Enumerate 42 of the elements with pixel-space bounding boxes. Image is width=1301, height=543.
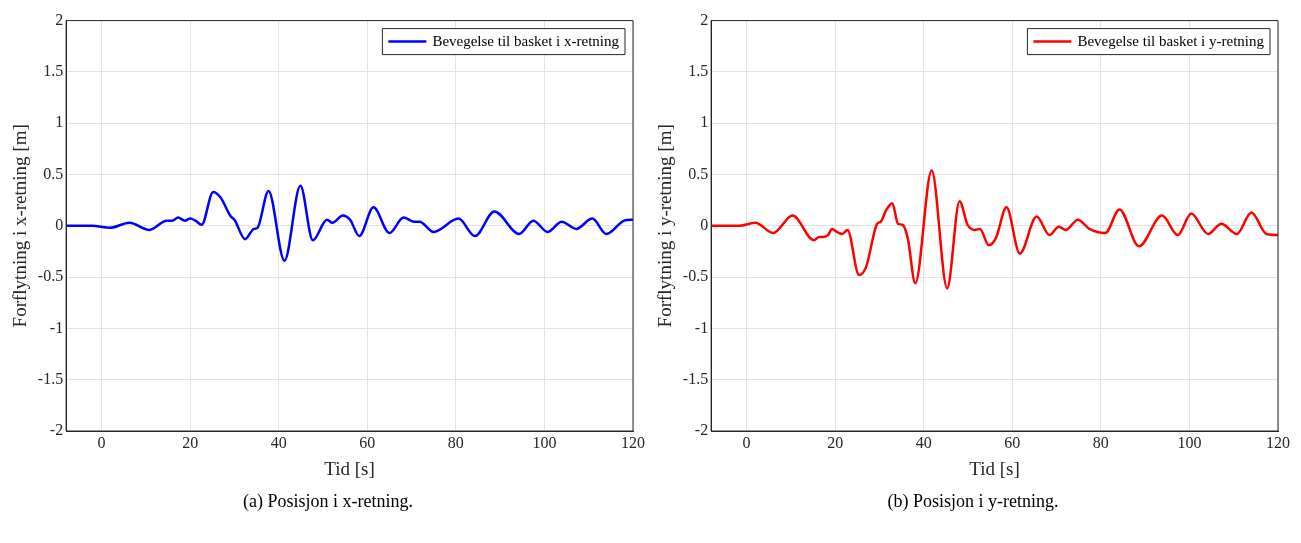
y-tick-label: -0.5: [682, 267, 709, 285]
x-tick-label: 20: [182, 433, 199, 451]
x-tick-label: 20: [827, 433, 844, 451]
y-tick-label: 1: [700, 113, 709, 131]
y-tick-label: -1.5: [37, 369, 64, 387]
y-axis-title: Forflytning i y-retning [m]: [654, 124, 676, 328]
x-tick-label: 120: [1266, 433, 1290, 451]
x-tick-label: 60: [1004, 433, 1021, 451]
text: (a) Posisjon i x-retning.: [243, 491, 413, 512]
x-tick-label: 100: [1177, 433, 1202, 451]
y-tick-label: -1: [49, 318, 64, 336]
y-tick-label: 0.5: [688, 164, 709, 182]
x-tick-label: 80: [447, 433, 464, 451]
x-tick-label: 60: [359, 433, 376, 451]
x-tick-label: 40: [915, 433, 932, 451]
x-axis-title: Tid [s]: [324, 457, 375, 479]
line-series: [66, 184, 633, 262]
y-tick-label: 1.5: [43, 62, 64, 80]
x-tick-label: 80: [1092, 433, 1109, 451]
text: (b) Posisjon i y-retning.: [887, 491, 1059, 512]
y-tick-label: 1.5: [688, 62, 709, 80]
y-tick-label: 0.5: [43, 164, 64, 182]
x-axis-title: Tid [s]: [969, 457, 1020, 479]
y-tick-label: 2: [55, 10, 64, 28]
x-tick-label: 0: [742, 433, 751, 451]
y-tick-label: 0: [55, 216, 64, 233]
legend-label: Bevegelse til basket i y-retning: [1077, 32, 1265, 49]
x-tick-label: 40: [270, 433, 287, 451]
y-tick-label: -2: [694, 421, 709, 439]
y-tick-label: 1: [55, 113, 64, 131]
legend-label: Bevegelse til basket i x-retning: [432, 32, 620, 49]
x-tick-label: 0: [97, 433, 106, 451]
y-tick-label: 0: [700, 216, 709, 233]
y-tick-label: 2: [700, 10, 709, 28]
y-tick-label: -2: [49, 421, 64, 439]
x-tick-label: 100: [532, 433, 557, 451]
line-series: [711, 169, 1278, 290]
y-tick-label: -0.5: [37, 267, 64, 285]
y-tick-label: -1.5: [682, 369, 709, 387]
x-tick-label: 120: [621, 433, 645, 451]
y-axis-title: Forflytning i x-retning [m]: [9, 124, 31, 328]
y-tick-label: -1: [694, 318, 709, 336]
